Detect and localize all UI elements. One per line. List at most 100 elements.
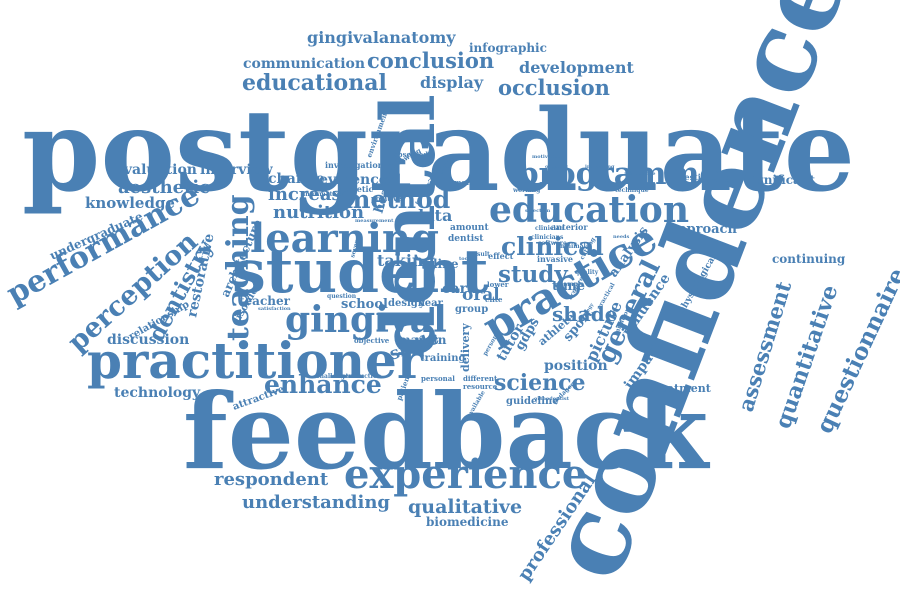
word-margin: margin [398, 333, 447, 347]
word-teaching: teaching [221, 194, 256, 341]
word-effect: effect [488, 251, 514, 261]
word-data: data [413, 206, 452, 225]
word-different: different [463, 374, 498, 383]
word-experience: experience [344, 451, 587, 498]
word-introduction: introduction [339, 373, 382, 380]
word-invasive: invasive [537, 254, 573, 264]
word-study: study [498, 261, 568, 288]
word-personal: personal [421, 374, 455, 383]
word-shade: shade [552, 302, 617, 326]
word-nutrition: nutrition [273, 202, 364, 223]
word-postgraduate: postgraduate [22, 86, 855, 217]
word-learning: learning [250, 215, 439, 262]
word-minimal: minimal [558, 243, 587, 250]
word-educational: educational [242, 70, 387, 96]
word-design: design [388, 298, 426, 309]
word-question: question [327, 293, 357, 300]
word-significant: significant [744, 173, 816, 187]
word-satisfaction: satisfaction [258, 306, 291, 312]
word-dentist: dentist [448, 234, 484, 244]
word-evidence: evidence [319, 172, 388, 188]
word-technology: technology [114, 385, 201, 401]
word-conclusion: conclusion [367, 48, 494, 73]
word-understanding: understanding [242, 492, 390, 513]
word-science: science [494, 370, 586, 396]
word-positive: positive [371, 194, 402, 203]
word-occlusion: occlusion [498, 75, 610, 100]
word-challenge: challenge [316, 373, 349, 380]
word-sample: sample [560, 281, 584, 288]
word-delivery: delivery [459, 323, 472, 372]
word-training: training [420, 353, 466, 364]
word-position: position [544, 358, 608, 374]
word-anterior: anterior [551, 222, 588, 232]
word-result: result [470, 251, 490, 258]
word-clinical: clinical [501, 232, 604, 261]
word-student: student [232, 237, 489, 307]
word-amount: amount [450, 223, 489, 233]
word-taking: taking [377, 251, 435, 270]
word-objective: objective [354, 336, 390, 345]
word-material: material [454, 178, 488, 187]
word-observed: observed [393, 150, 428, 159]
word-gingivalanatomy: gingivalanatomy [307, 28, 456, 47]
word-lower: lower [487, 280, 509, 289]
word-measurement: measurement [355, 218, 394, 224]
word-working: working [512, 187, 541, 194]
word-resource: resource [463, 382, 498, 391]
word-year: year [418, 298, 444, 309]
word-interview: interview [200, 162, 274, 178]
word-investigating: investigating [671, 172, 730, 182]
word-school: school [341, 297, 388, 312]
word-discussion: discussion [107, 332, 189, 348]
word-investigation: investigation [325, 160, 384, 170]
word-feedback: feedback [183, 370, 710, 493]
word-aesthetic: aesthetic [118, 177, 210, 198]
word-elite: elite [485, 295, 503, 304]
word-approach: approach [669, 222, 737, 237]
word-evaluation: evaluation [115, 162, 197, 178]
word-development: development [519, 58, 635, 77]
word-practitioner: practitioner [87, 331, 424, 390]
word-education: education [489, 189, 689, 231]
word-oral: oral [462, 285, 500, 305]
word-information: information [303, 191, 344, 198]
word-acceptance: acceptance [624, 171, 655, 177]
word-gingival: gingival [285, 299, 447, 341]
word-enhance: enhance [264, 370, 382, 399]
word-qualitative: qualitative [408, 496, 522, 518]
word-display: display [420, 73, 484, 92]
word-group: group [455, 304, 488, 315]
word-orthodontist: orthodontist [534, 396, 570, 402]
word-knowledge: knowledge [85, 194, 175, 212]
word-athletic: athletic [339, 184, 374, 194]
word-line: line [433, 257, 459, 271]
word-time: time [552, 279, 585, 294]
word-teacher: teacher [239, 294, 291, 308]
word-ongoing: ongoing [545, 164, 568, 170]
word-technique: technique [615, 187, 649, 194]
word-respondent: respondent [214, 469, 329, 490]
word-needs: needs [613, 234, 629, 240]
word-method: method [344, 185, 450, 214]
word-continuing: continuing [772, 252, 846, 266]
word-guideline: guideline [506, 396, 559, 407]
word-quality: quality [575, 269, 599, 276]
word-programme: programme [517, 156, 719, 192]
word-selection: selection [525, 208, 551, 214]
word-change: change [268, 171, 325, 187]
word-software: software [538, 240, 567, 247]
word-dental: dental [366, 94, 452, 357]
word-communication: communication [243, 56, 365, 72]
word-clinicians: clinicians [531, 234, 564, 241]
word-card: card [442, 281, 477, 297]
word-infographic: infographic [469, 41, 547, 55]
word-treatment: treatment [649, 382, 712, 395]
word-clinician: clinician [535, 225, 565, 232]
word-increasing: increasing [585, 164, 615, 170]
word-motivation: motivation [532, 154, 563, 160]
word-tooth: tooth [459, 256, 474, 262]
word-increase: increase [268, 184, 353, 205]
word-biomedicine: biomedicine [426, 515, 509, 529]
